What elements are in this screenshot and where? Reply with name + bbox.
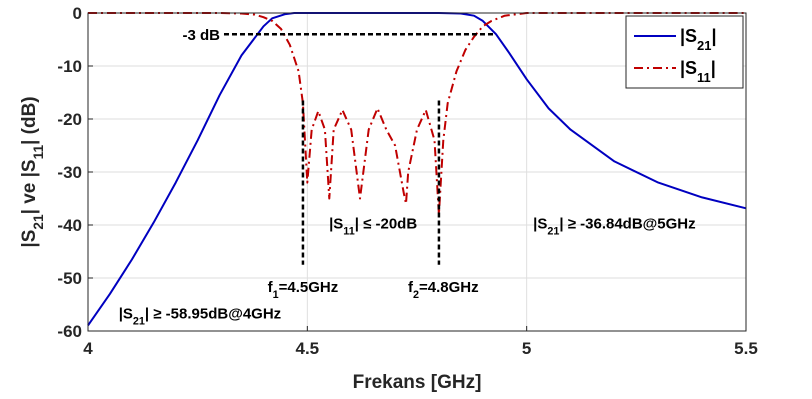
legend-label-s11-part-0: |S: [680, 58, 697, 78]
y-tick-label-2: -20: [57, 110, 82, 129]
legend-label-s11-part-1: 11: [697, 70, 711, 85]
y-axis-label-part-0: |S: [19, 230, 40, 248]
annotation-s21-4ghz-part-0: |S: [119, 305, 133, 322]
y-tick-label-4: -40: [57, 216, 82, 235]
annotation-f2-part-0: f: [408, 279, 414, 296]
x-tick-label-0: 4: [83, 339, 93, 358]
y-axis-label-part-3: 11: [31, 145, 46, 160]
annotation-f2: f2=4.8GHz: [408, 279, 479, 301]
legend-box: [625, 15, 744, 89]
annotation-s11-20-part-0: |S: [329, 215, 343, 232]
annotation-s21-4ghz: |S21| ≥ -58.95dB@4GHz: [119, 305, 281, 327]
legend-label-s21-part-0: |S: [680, 26, 697, 46]
annotation-s11-20: |S11| ≤ -20dB: [329, 215, 417, 237]
x-tick-label-2: 5: [522, 339, 531, 358]
annotation-s21-4ghz-part-1: 21: [133, 315, 145, 327]
annotation-s21-4ghz-part-2: | ≥ -58.95dB@4GHz: [145, 305, 281, 322]
marker-layer: [223, 32, 496, 265]
annotation-3db: -3 dB: [182, 27, 220, 44]
y-axis-label: |S21| ve |S11| (dB): [19, 96, 46, 247]
annotation-s11-20-part-2: | ≤ -20dB: [355, 215, 418, 232]
grid: [88, 13, 746, 331]
annotation-f1-part-1: 1: [273, 289, 279, 301]
x-tick-label-1: 4.5: [296, 339, 320, 358]
annotation-s11-20-part-1: 11: [343, 225, 354, 237]
annotation-f1-part-0: f: [268, 279, 274, 296]
y-tick-label-3: -30: [57, 163, 82, 182]
y-axis-label-part-2: | ve |S: [19, 159, 40, 214]
annotation-s21-5ghz-part-2: | ≥ -36.84dB@5GHz: [559, 215, 695, 232]
annotation-s21-5ghz: |S21| ≥ -36.84dB@5GHz: [533, 215, 695, 237]
annotation-f2-part-1: 2: [413, 289, 419, 301]
annotation-s21-5ghz-part-1: 21: [547, 225, 559, 237]
y-axis-label-part-4: | (dB): [19, 96, 40, 145]
y-axis-label-part-1: 21: [31, 214, 46, 230]
legend-label-s11: |S11|: [680, 58, 716, 85]
x-axis-label: Frekans [GHz]: [353, 372, 482, 393]
y-tick-label-1: -10: [57, 57, 82, 76]
annotation-s21-5ghz-part-0: |S: [533, 215, 547, 232]
y-tick-label-5: -50: [57, 269, 82, 288]
y-tick-label-6: -60: [57, 322, 82, 341]
legend-label-s21: |S21|: [680, 26, 717, 53]
annotation-f2-part-2: =4.8GHz: [419, 279, 479, 296]
annotation-f1-part-2: =4.5GHz: [279, 279, 339, 296]
legend-label-s21-part-2: |: [711, 26, 716, 46]
legend-label-s21-part-1: 21: [697, 38, 711, 53]
annotation-f1: f1=4.5GHz: [268, 279, 339, 301]
legend-label-s11-part-2: |: [711, 58, 716, 78]
ticks: 4 4.5 5 5.5 0 -10 -20 -30 -40 -50 -60: [57, 4, 757, 358]
y-tick-label-0: 0: [73, 4, 82, 23]
series-s11-line: [88, 12, 746, 216]
x-tick-label-3: 5.5: [734, 339, 758, 358]
legend: |S21||S11|: [625, 15, 744, 89]
